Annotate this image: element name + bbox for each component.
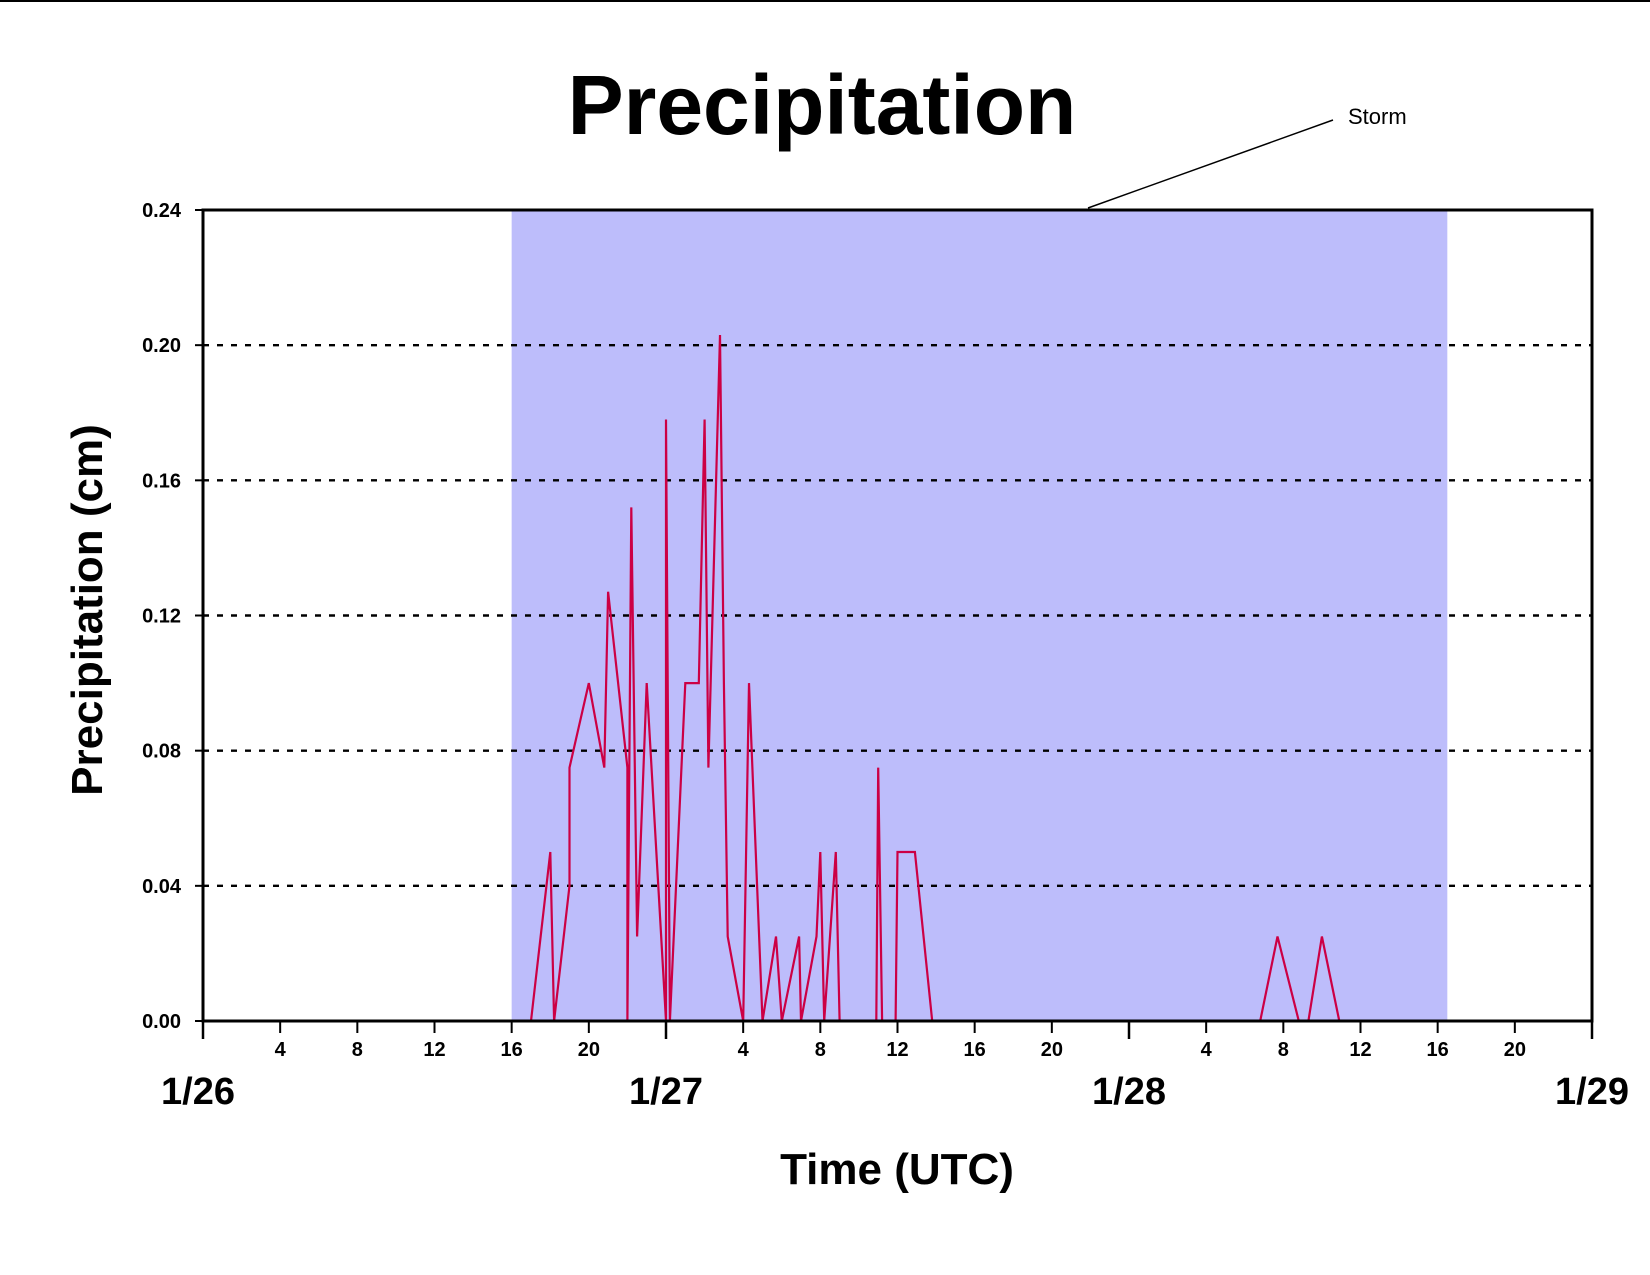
x-day-tick-label: 1/29 [1555,1071,1629,1113]
x-day-tick-label: 1/27 [629,1071,703,1113]
x-hour-tick-label: 4 [275,1039,287,1061]
storm-annotation-leader [1087,119,1334,209]
x-hour-tick-label: 20 [578,1039,600,1061]
x-hour-tick-label: 16 [1427,1039,1449,1061]
x-hour-tick-label: 20 [1041,1039,1063,1061]
x-hour-tick-label: 16 [501,1039,523,1061]
y-tick-label: 0.00 [142,1011,181,1033]
storm-annotation-label: Storm [1348,104,1407,129]
x-hour-tick-label: 4 [738,1039,750,1061]
x-axis-ticks: 4 8 12 16 20 4 8 12 16 20 4 8 12 16 20 1/26 1/27 1/28 1/29 [161,1021,1629,1113]
top-border-rule [0,0,1650,2]
x-hour-tick-label: 8 [1278,1039,1289,1061]
x-hour-tick-label: 12 [423,1039,445,1061]
x-axis-label: Time (UTC) [780,1145,1014,1194]
y-tick-label: 0.04 [142,876,182,898]
x-day-tick-label: 1/26 [161,1071,235,1113]
y-tick-label: 0.24 [142,200,182,222]
y-tick-label: 0.08 [142,741,181,763]
y-tick-label: 0.20 [142,335,181,357]
y-axis-label: Precipitation (cm) [63,424,112,796]
x-hour-tick-label: 20 [1504,1039,1526,1061]
y-axis-ticks: 0.00 0.04 0.08 0.12 0.16 0.20 0.24 [142,200,203,1033]
x-hour-tick-label: 4 [1201,1039,1213,1061]
x-hour-tick-label: 8 [815,1039,826,1061]
x-hour-tick-label: 8 [352,1039,363,1061]
x-hour-tick-label: 12 [886,1039,908,1061]
y-tick-label: 0.16 [142,470,181,492]
x-day-tick-label: 1/28 [1092,1071,1166,1113]
x-hour-tick-label: 16 [964,1039,986,1061]
chart-title: Precipitation [568,58,1077,152]
y-tick-label: 0.12 [142,606,181,628]
x-hour-tick-label: 12 [1349,1039,1371,1061]
